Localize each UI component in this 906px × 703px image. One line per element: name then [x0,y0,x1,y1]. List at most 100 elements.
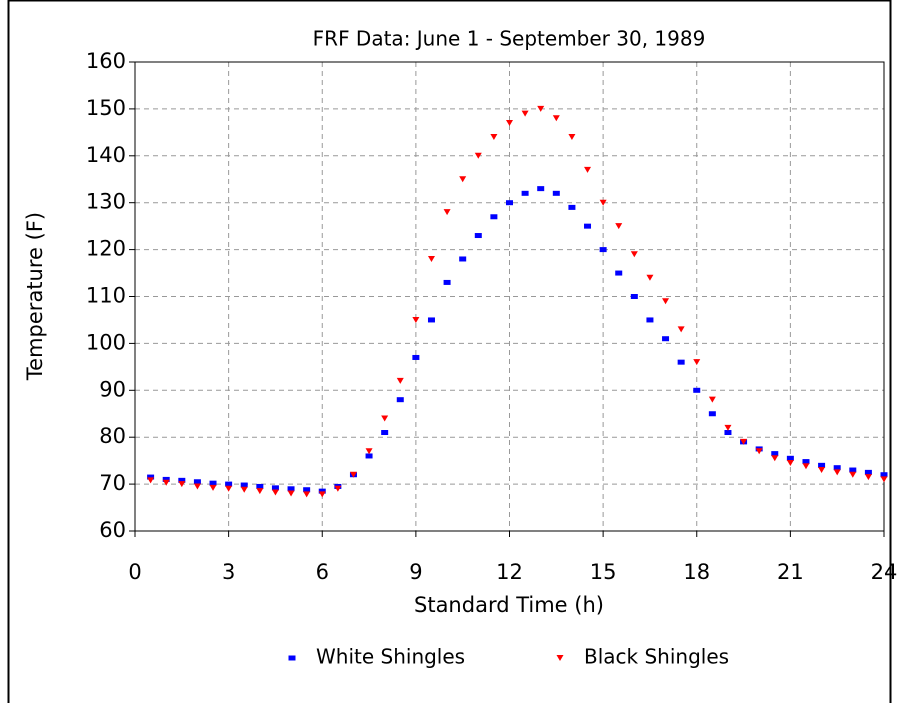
point [677,359,685,365]
point [459,256,467,262]
point [474,152,482,159]
point [880,476,888,483]
point [724,430,732,436]
point [240,486,248,493]
point [584,223,592,229]
legend-marker [288,655,296,661]
point [802,463,810,470]
point [318,491,326,498]
point [771,455,779,462]
point [334,485,342,492]
y-tick-label: 100 [86,330,126,354]
point [256,488,264,495]
point [802,459,810,465]
point [771,451,779,457]
point [193,483,201,490]
point [225,481,233,487]
point [630,294,638,299]
y-tick-label: 130 [86,190,126,214]
point [537,105,545,112]
point [396,377,404,384]
x-tick-label: 24 [871,560,898,584]
point [521,110,529,117]
point [349,471,357,478]
point [490,214,498,220]
point [864,469,872,475]
point [162,476,170,482]
point [552,190,560,196]
point [506,200,513,206]
x-tick-label: 15 [590,560,617,584]
point [193,479,201,485]
point [693,387,701,393]
point [365,448,373,455]
x-axis-label: Standard Time (h) [414,593,604,617]
point [474,233,482,239]
point [318,488,326,494]
point [365,453,373,459]
x-tick-label: 6 [316,560,329,584]
point [162,479,170,486]
point [490,134,498,141]
point [708,396,716,403]
point [271,489,279,496]
legend-label: Black Shingles [584,645,729,669]
point [630,251,638,258]
frame [7,0,892,703]
point [599,247,607,253]
point [256,483,264,489]
x-tick-label: 0 [128,560,141,584]
point [864,474,872,481]
point [209,484,217,491]
point [443,279,451,285]
point [552,115,560,122]
point [521,190,529,196]
y-tick-label: 70 [99,471,126,495]
point [287,490,295,497]
y-tick-label: 90 [99,377,126,401]
point [833,465,841,471]
x-tick-label: 9 [409,560,422,584]
point [459,176,467,183]
point [568,134,576,141]
point [303,491,311,498]
legend-marker [556,655,564,661]
point [412,316,420,323]
y-tick-label: 80 [99,424,126,448]
x-tick-label: 3 [222,560,235,584]
point [724,424,732,431]
point [381,415,389,422]
x-tick-label: 21 [777,560,804,584]
y-axis-label: Temperature (F) [23,212,47,381]
point [849,467,857,473]
point [209,480,217,486]
x-tick-label: 18 [683,560,710,584]
plot-area [134,61,885,532]
point [240,482,248,488]
point [740,438,748,445]
point [584,166,592,173]
point [537,186,545,192]
point [755,448,763,455]
point [178,481,186,488]
y-tick-label: 160 [86,49,126,73]
point [568,204,576,210]
point [271,485,279,491]
y-tick-label: 110 [86,284,126,308]
y-tick-label: 60 [99,518,126,542]
point [786,459,794,466]
point [646,317,654,323]
point [287,486,295,492]
y-tick-label: 120 [86,237,126,261]
point [147,477,155,484]
point [662,336,670,342]
point [427,255,435,262]
point [880,472,888,478]
point [396,397,404,403]
point [708,411,716,417]
y-tick-label: 150 [86,96,126,120]
point [147,474,155,480]
point [615,270,623,276]
point [412,354,420,360]
